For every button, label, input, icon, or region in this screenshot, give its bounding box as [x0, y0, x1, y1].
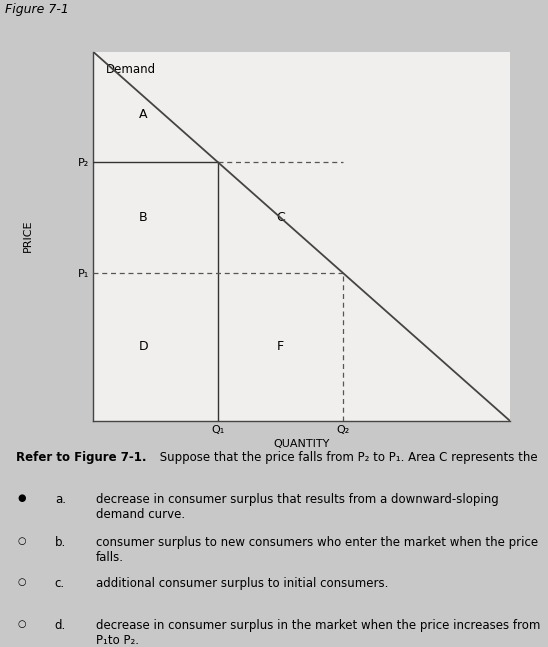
Text: Figure 7-1: Figure 7-1 [5, 3, 70, 16]
Text: F: F [277, 340, 284, 353]
X-axis label: QUANTITY: QUANTITY [273, 439, 329, 449]
Text: decrease in consumer surplus that results from a downward-sloping demand curve.: decrease in consumer surplus that result… [96, 493, 499, 521]
Text: C: C [276, 211, 285, 225]
Text: b.: b. [55, 536, 66, 549]
Text: consumer surplus to new consumers who enter the market when the price falls.: consumer surplus to new consumers who en… [96, 536, 538, 564]
Text: B: B [139, 211, 147, 225]
Text: d.: d. [55, 619, 66, 632]
Text: ○: ○ [18, 576, 26, 587]
Text: ●: ● [18, 493, 26, 503]
Text: Demand: Demand [106, 63, 156, 76]
Text: c.: c. [55, 576, 65, 589]
Text: Suppose that the price falls from P₂ to P₁. Area C represents the: Suppose that the price falls from P₂ to … [156, 450, 538, 463]
Text: a.: a. [55, 493, 66, 506]
Text: additional consumer surplus to initial consumers.: additional consumer surplus to initial c… [96, 576, 389, 589]
Text: Refer to Figure 7-1.: Refer to Figure 7-1. [16, 450, 147, 463]
Text: decrease in consumer surplus in the market when the price increases from P₁to P₂: decrease in consumer surplus in the mark… [96, 619, 540, 647]
Text: PRICE: PRICE [22, 220, 32, 252]
Text: A: A [139, 108, 147, 121]
Text: ○: ○ [18, 536, 26, 546]
Text: ○: ○ [18, 619, 26, 630]
Text: D: D [138, 340, 148, 353]
